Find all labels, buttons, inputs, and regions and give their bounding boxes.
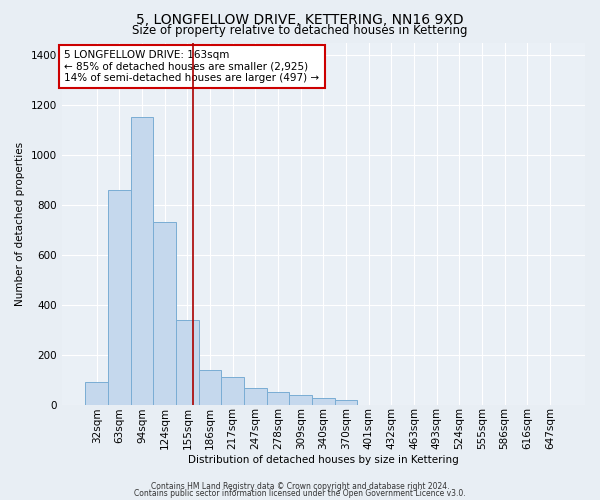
Bar [131,118,154,405]
Text: 5, LONGFELLOW DRIVE, KETTERING, NN16 9XD: 5, LONGFELLOW DRIVE, KETTERING, NN16 9XD [136,12,464,26]
Text: Contains HM Land Registry data © Crown copyright and database right 2024.: Contains HM Land Registry data © Crown c… [151,482,449,491]
Bar [154,222,176,404]
Bar [335,400,358,404]
Text: Size of property relative to detached houses in Kettering: Size of property relative to detached ho… [132,24,468,37]
Bar [266,392,289,404]
Bar [108,190,131,404]
Bar [289,394,312,404]
Bar [312,398,335,404]
Bar [221,377,244,404]
Bar [199,370,221,404]
Bar [244,388,266,404]
Text: 5 LONGFELLOW DRIVE: 163sqm
← 85% of detached houses are smaller (2,925)
14% of s: 5 LONGFELLOW DRIVE: 163sqm ← 85% of deta… [64,50,319,83]
Text: Contains public sector information licensed under the Open Government Licence v3: Contains public sector information licen… [134,490,466,498]
Y-axis label: Number of detached properties: Number of detached properties [15,142,25,306]
Bar [176,320,199,404]
X-axis label: Distribution of detached houses by size in Kettering: Distribution of detached houses by size … [188,455,459,465]
Bar [85,382,108,404]
